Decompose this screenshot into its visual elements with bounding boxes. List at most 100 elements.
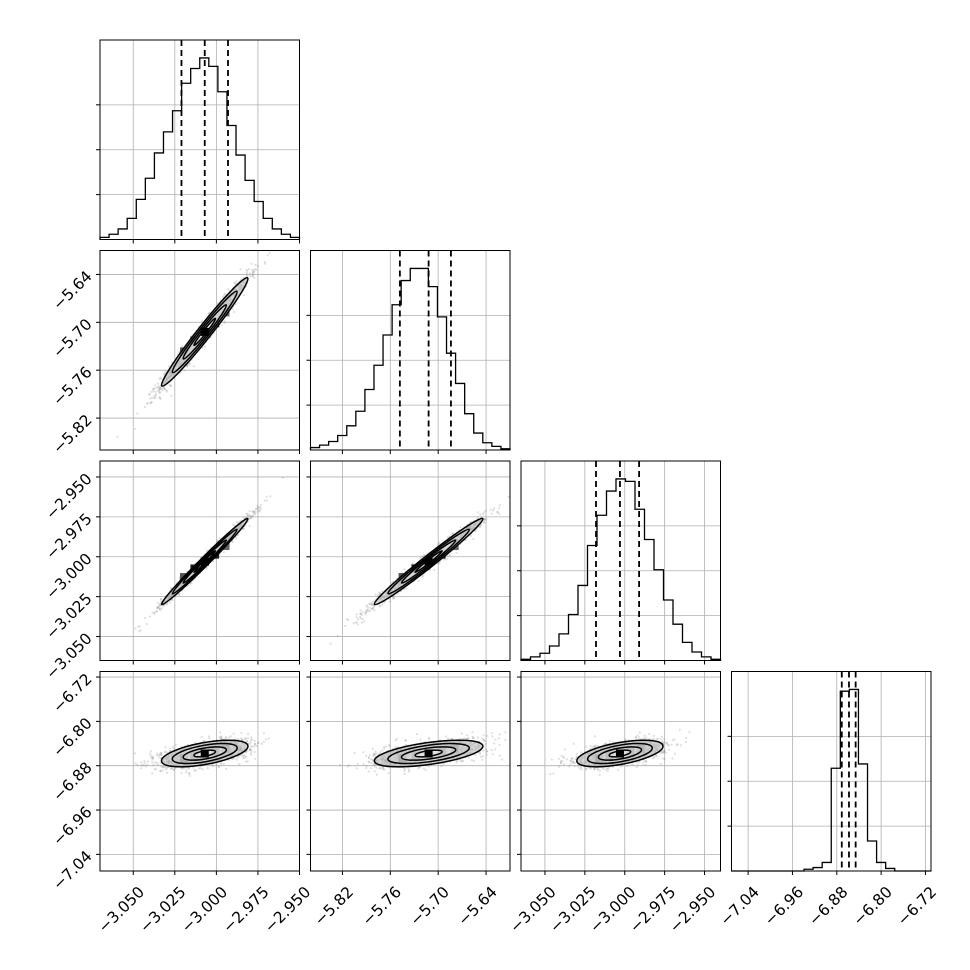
- scatter-point: [170, 394, 173, 397]
- scatter-point: [169, 601, 172, 604]
- scatter-point: [263, 499, 266, 502]
- scatter-point: [372, 600, 375, 603]
- scatter-point: [344, 624, 347, 628]
- scatter-point: [256, 265, 259, 268]
- scatter-point: [421, 555, 424, 558]
- panel-2-1: [306, 460, 511, 665]
- scatter-point: [150, 401, 153, 404]
- scatter-point: [148, 393, 151, 396]
- scatter-point: [183, 369, 186, 372]
- scatter-point: [134, 627, 137, 630]
- scatter-point: [496, 511, 500, 514]
- scatter-point: [218, 537, 221, 540]
- scatter-point: [359, 615, 362, 619]
- scatter-point: [260, 503, 263, 506]
- scatter-point: [372, 605, 375, 609]
- scatter-point: [265, 499, 268, 502]
- scatter-point: [482, 521, 485, 524]
- scatter-point: [264, 262, 267, 265]
- scatter-point: [157, 385, 160, 388]
- panel-2-0: [96, 460, 300, 665]
- scatter-point: [248, 510, 251, 513]
- scatter-point: [223, 320, 226, 323]
- scatter-point: [265, 495, 268, 498]
- scatter-point: [150, 396, 154, 399]
- scatter-point: [165, 771, 169, 775]
- scatter-point: [143, 405, 147, 409]
- scatter-point: [159, 387, 162, 390]
- scatter-point: [158, 389, 161, 392]
- scatter-point: [151, 611, 154, 615]
- scatter-point: [138, 630, 141, 633]
- scatter-point: [154, 384, 157, 387]
- scatter-point: [137, 625, 140, 628]
- scatter-point: [145, 622, 148, 626]
- scatter-point: [149, 750, 152, 753]
- scatter-point: [281, 476, 285, 479]
- scatter-point: [329, 642, 332, 645]
- scatter-point: [368, 606, 371, 610]
- scatter-point: [148, 393, 151, 396]
- scatter-point: [233, 281, 236, 284]
- scatter-point: [433, 568, 436, 572]
- scatter-point: [253, 276, 256, 279]
- density-cell: [200, 327, 209, 336]
- scatter-point: [232, 732, 235, 735]
- scatter-point: [481, 512, 485, 516]
- scatter-point: [138, 625, 142, 628]
- scatter-point: [148, 752, 152, 756]
- scatter-point: [369, 609, 372, 612]
- scatter-point: [373, 609, 376, 612]
- scatter-point: [371, 607, 374, 610]
- scatter-point: [164, 746, 167, 749]
- scatter-point: [259, 507, 262, 510]
- scatter-point: [140, 761, 143, 764]
- scatter-point: [153, 767, 156, 771]
- scatter-point: [153, 611, 156, 614]
- scatter-point: [490, 512, 493, 515]
- scatter-point: [263, 261, 266, 264]
- scatter-point: [159, 397, 162, 400]
- scatter-point: [149, 397, 152, 400]
- scatter-point: [203, 345, 206, 348]
- scatter-point: [478, 526, 481, 529]
- scatter-point: [156, 601, 159, 605]
- scatter-point: [455, 551, 458, 555]
- scatter-point: [252, 271, 255, 274]
- scatter-point: [157, 386, 160, 389]
- panel-0-0: [96, 39, 301, 244]
- scatter-point: [222, 551, 225, 554]
- panel-frame: [99, 39, 300, 240]
- scatter-point: [498, 504, 501, 507]
- scatter-point: [248, 514, 252, 517]
- scatter-point: [482, 510, 486, 514]
- scatter-point: [249, 516, 252, 520]
- scatter-point: [248, 275, 252, 278]
- scatter-point: [380, 590, 383, 593]
- scatter-point: [445, 558, 449, 561]
- scatter-point: [149, 615, 152, 618]
- scatter-point: [459, 526, 462, 529]
- scatter-point: [223, 292, 227, 295]
- scatter-point: [201, 768, 204, 771]
- scatter-point: [249, 739, 252, 742]
- density-cell: [424, 557, 433, 566]
- scatter-point: [239, 268, 242, 271]
- scatter-point: [222, 763, 225, 766]
- scatter-point: [192, 365, 195, 368]
- scatter-point: [247, 737, 250, 740]
- scatter-point: [185, 768, 188, 771]
- scatter-point: [134, 427, 137, 430]
- panel-frame: [310, 460, 511, 661]
- scatter-point: [371, 603, 374, 606]
- scatter-point: [169, 586, 172, 589]
- scatter-point: [159, 769, 162, 773]
- scatter-point: [357, 618, 360, 621]
- scatter-point: [419, 556, 422, 560]
- scatter-point: [361, 611, 364, 614]
- scatter-point: [479, 513, 482, 516]
- scatter-point: [379, 605, 382, 608]
- scatter-point: [423, 553, 426, 556]
- scatter-point: [365, 604, 368, 607]
- scatter-point: [158, 392, 161, 395]
